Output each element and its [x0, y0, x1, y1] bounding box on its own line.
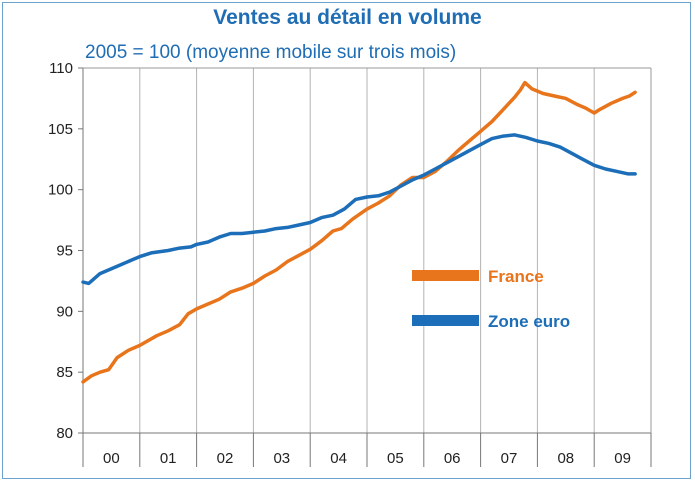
series-lines [81, 80, 637, 384]
y-tick-label-105: 105 [48, 121, 73, 138]
x-tick-label-09: 09 [614, 450, 631, 467]
x-tick-label-01: 01 [160, 450, 177, 467]
x-tick-label-07: 07 [501, 450, 518, 467]
y-tick-labels: 80 85 90 95 100 105 110 [48, 60, 83, 442]
x-tick-label-05: 05 [387, 450, 404, 467]
x-tick-labels: 00 01 02 03 04 05 06 07 08 09 [103, 450, 631, 467]
legend: France Zone euro [412, 267, 570, 331]
x-tick-label-04: 04 [330, 450, 347, 467]
x-tick-label-06: 06 [444, 450, 461, 467]
y-tick-label-100: 100 [48, 182, 73, 199]
legend-label-zone-euro: Zone euro [488, 312, 570, 331]
chart-frame [2, 2, 691, 479]
y-tick-label-80: 80 [56, 425, 73, 442]
legend-swatch-france [412, 270, 479, 281]
chart-title: Ventes au détail en volume [213, 6, 482, 29]
y-tick-label-110: 110 [49, 60, 73, 77]
series-line-france [81, 80, 637, 384]
y-tick-label-90: 90 [56, 303, 73, 320]
x-tick-label-00: 00 [103, 450, 120, 467]
y-tick-label-85: 85 [56, 364, 73, 381]
x-tick-label-02: 02 [217, 450, 234, 467]
grid-lines [139, 68, 595, 433]
legend-swatch-zone-euro [412, 315, 479, 326]
chart-subtitle: 2005 = 100 (moyenne mobile sur trois moi… [85, 42, 457, 63]
legend-label-france: France [488, 267, 544, 286]
x-tick-label-08: 08 [557, 450, 574, 467]
x-tick-label-03: 03 [273, 450, 290, 467]
y-tick-label-95: 95 [56, 243, 73, 260]
axes [82, 67, 652, 467]
series-line-zone-euro [81, 133, 637, 286]
